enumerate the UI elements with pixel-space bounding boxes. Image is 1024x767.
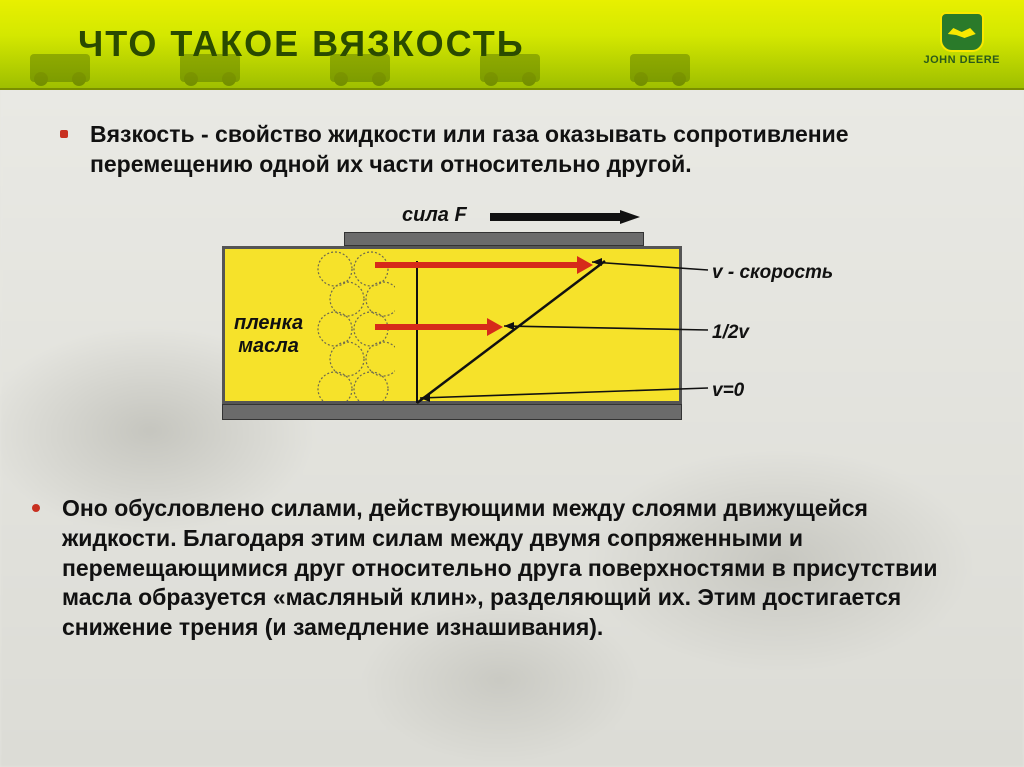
- bullet-dot-icon: [60, 130, 68, 138]
- bullet-dot-icon: [32, 504, 40, 512]
- paragraph-1: Вязкость - свойство жидкости или газа ок…: [90, 120, 964, 180]
- deer-shield-icon: [940, 12, 984, 52]
- brand-text: JOHN DEERE: [923, 54, 1000, 66]
- label-v2: 1/2v: [712, 322, 749, 344]
- viscosity-diagram: сила F пленка масла v - скорость 1/2v v=…: [192, 204, 832, 464]
- label-v: v - скорость: [712, 262, 833, 284]
- label-v0: v=0: [712, 380, 744, 402]
- brand-logo: JOHN DEERE: [923, 12, 1000, 66]
- p1-lead: Вязкость -: [90, 121, 209, 147]
- bullet-1: Вязкость - свойство жидкости или газа ок…: [60, 120, 964, 180]
- slide-header: ЧТО ТАКОЕ ВЯЗКОСТЬ JOHN DEERE: [0, 0, 1024, 90]
- bullet-2: Оно обусловлено силами, действующими меж…: [32, 494, 964, 643]
- paragraph-2: Оно обусловлено силами, действующими меж…: [62, 494, 964, 643]
- header-tractor-silhouettes: [30, 54, 844, 86]
- slide-body: Вязкость - свойство жидкости или газа ок…: [0, 90, 1024, 687]
